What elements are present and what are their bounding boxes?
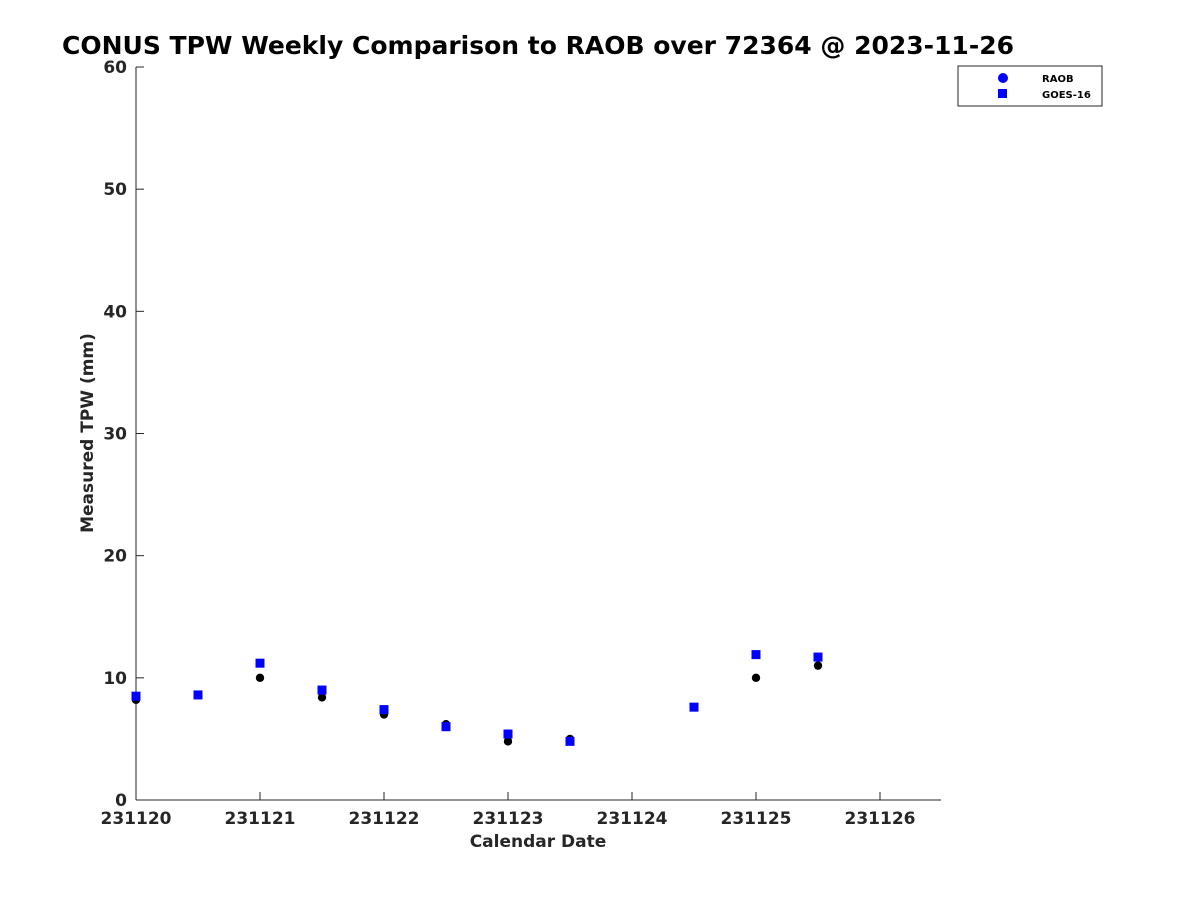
goes16-point (751, 650, 761, 660)
goes16-point (503, 729, 513, 739)
goes16-point (813, 652, 823, 662)
x-tick-label: 231125 (721, 809, 792, 829)
y-axis-label: Measured TPW (mm) (78, 333, 98, 533)
raob-point (255, 673, 265, 683)
y-ticks: 0 10 20 30 40 50 60 (103, 58, 144, 811)
x-tick-label: 231120 (101, 809, 172, 829)
legend-raob-label: RAOB (1042, 74, 1074, 85)
goes16-point (131, 691, 141, 701)
legend-goes16-label: GOES-16 (1042, 90, 1091, 101)
y-tick-label: 10 (103, 669, 127, 689)
x-tick-label: 231122 (349, 809, 420, 829)
x-tick-label: 231121 (225, 809, 296, 829)
legend-goes16-marker (998, 89, 1007, 98)
goes16-point (255, 658, 265, 668)
x-ticks: 231120 231121 231122 231123 231124 231125 2311… (101, 792, 916, 829)
chart-title: CONUS TPW Weekly Comparison to RAOB over… (62, 31, 1014, 60)
x-tick-label: 231123 (473, 809, 544, 829)
legend-raob-marker (998, 73, 1008, 83)
goes16-point (565, 736, 575, 746)
goes16-point (317, 685, 327, 695)
y-tick-label: 60 (103, 58, 127, 78)
goes16-point (379, 705, 389, 715)
raob-point (813, 661, 823, 670)
goes16-point (441, 722, 451, 732)
y-tick-label: 50 (103, 180, 127, 200)
legend: RAOB GOES-16 (957, 65, 1103, 107)
y-tick-label: 20 (103, 547, 127, 567)
y-tick-label: 40 (103, 302, 127, 322)
y-tick-label: 0 (115, 791, 127, 811)
x-tick-label: 231124 (597, 809, 668, 829)
raob-point (503, 737, 513, 746)
series-goes16 (131, 650, 823, 746)
raob-point (317, 693, 327, 702)
x-tick-label: 231126 (845, 809, 916, 829)
goes16-point (689, 702, 699, 712)
x-axis-label: Calendar Date (470, 832, 607, 852)
y-tick-label: 30 (103, 425, 127, 445)
goes16-point (193, 690, 203, 700)
legend-box (957, 65, 1103, 107)
raob-point (751, 673, 761, 683)
